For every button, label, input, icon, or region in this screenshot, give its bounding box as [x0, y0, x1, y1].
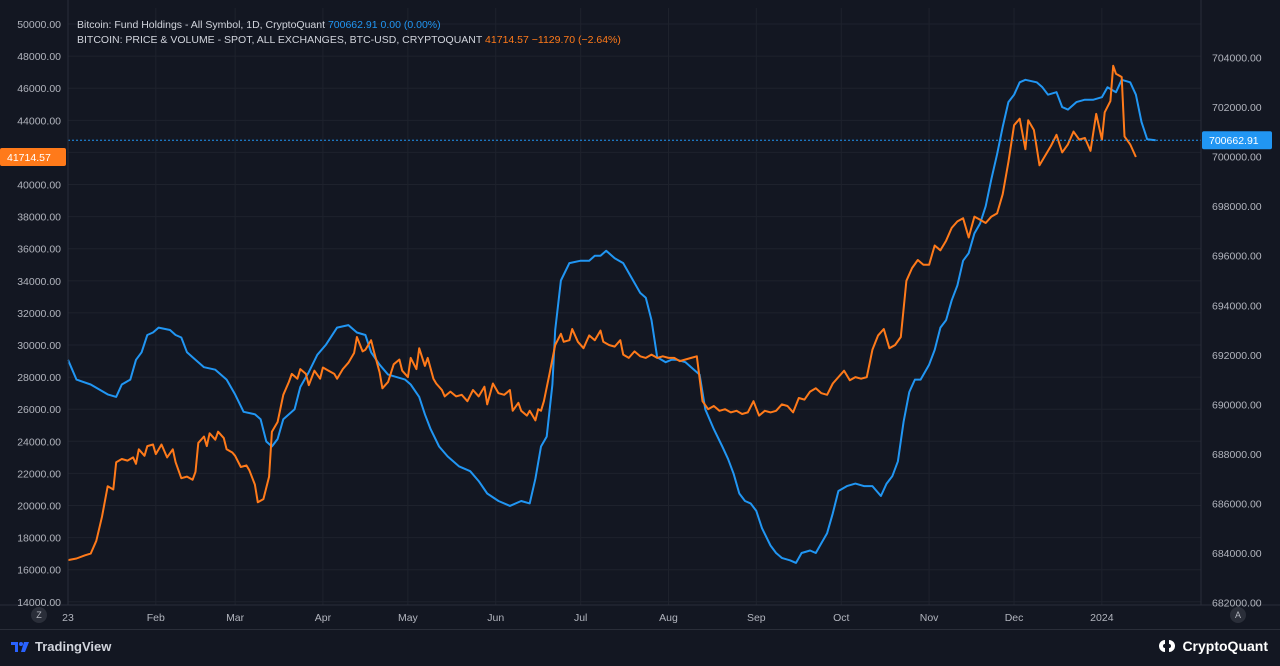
chart-legend: Bitcoin: Fund Holdings - All Symbol, 1D,… [77, 18, 621, 48]
cryptoquant-logo[interactable]: CryptoQuant [1158, 638, 1268, 654]
time-axis-tick-label: Feb [147, 612, 165, 624]
right-axis-tick-label: 698000.00 [1212, 201, 1262, 213]
legend-row-holdings[interactable]: Bitcoin: Fund Holdings - All Symbol, 1D,… [77, 18, 621, 33]
right-axis-tick-label: 696000.00 [1212, 251, 1262, 263]
right-axis-tick-label: 700000.00 [1212, 152, 1262, 164]
left-axis-tick-label: 26000.00 [17, 404, 61, 416]
time-axis-tick-label: Jun [487, 612, 504, 624]
right-axis-tick-label: 704000.00 [1212, 53, 1262, 65]
time-axis-tick-label: Dec [1005, 612, 1024, 624]
left-axis-tick-label: 36000.00 [17, 244, 61, 256]
holdings-last-value-label: 700662.91 [1209, 135, 1259, 147]
right-axis-tick-label: 684000.00 [1212, 548, 1262, 560]
auto-scale-button[interactable]: A [1230, 607, 1246, 623]
legend-holdings-value: 700662.91 [327, 19, 378, 31]
legend-price-value: 41714.57 [485, 34, 529, 46]
right-axis-tick-label: 686000.00 [1212, 498, 1262, 510]
left-axis-tick-label: 20000.00 [17, 501, 61, 513]
left-axis-tick-label: 22000.00 [17, 468, 61, 480]
time-axis-tick-label: Sep [747, 612, 766, 624]
time-axis-tick-label: Aug [659, 612, 678, 624]
left-axis-tick-label: 30000.00 [17, 340, 61, 352]
time-axis-tick-label: 23 [62, 612, 74, 624]
legend-holdings-name: Bitcoin: Fund Holdings - All Symbol, 1D,… [77, 19, 326, 31]
right-axis-tick-label: 682000.00 [1212, 598, 1262, 610]
price-last-value-badge [0, 148, 66, 167]
right-axis-tick-label: 688000.00 [1212, 449, 1262, 461]
fund-holdings-line[interactable] [67, 78, 1156, 564]
right-axis-tick-label: 702000.00 [1212, 102, 1262, 114]
timezone-button[interactable]: Z [31, 607, 47, 623]
left-axis-tick-label: 14000.00 [17, 597, 61, 609]
right-axis-tick-label: 690000.00 [1212, 399, 1262, 411]
time-axis-tick-label: May [398, 612, 419, 624]
left-axis-tick-label: 38000.00 [17, 212, 61, 224]
time-axis-tick-label: Oct [833, 612, 849, 624]
legend-price-change: −1129.70 (−2.64%) [531, 34, 621, 46]
left-axis-tick-label: 32000.00 [17, 308, 61, 320]
tradingview-label: TradingView [35, 639, 112, 654]
footer-bar: TradingView CryptoQuant [0, 629, 1280, 662]
btc-price-line[interactable] [67, 64, 1137, 562]
left-axis-tick-label: 46000.00 [17, 83, 61, 95]
price-last-value-label: 41714.57 [7, 152, 51, 164]
legend-price-name: BITCOIN: PRICE & VOLUME - SPOT, ALL EXCH… [77, 34, 483, 46]
holdings-last-value-badge [1202, 131, 1272, 150]
time-axis-tick-label: 2024 [1090, 612, 1114, 624]
right-axis-tick-label: 692000.00 [1212, 350, 1262, 362]
cryptoquant-icon [1159, 640, 1176, 652]
left-axis-tick-label: 48000.00 [17, 51, 61, 63]
time-axis-tick-label: Nov [920, 612, 939, 624]
tradingview-logo[interactable]: TradingView [10, 639, 111, 654]
left-axis-tick-label: 24000.00 [17, 436, 61, 448]
time-axis-tick-label: Jul [574, 612, 587, 624]
cryptoquant-label: CryptoQuant [1182, 638, 1268, 654]
tradingview-icon [11, 641, 29, 652]
left-axis-tick-label: 34000.00 [17, 276, 61, 288]
time-axis-tick-label: Apr [315, 612, 332, 624]
legend-row-price[interactable]: BITCOIN: PRICE & VOLUME - SPOT, ALL EXCH… [77, 33, 621, 48]
plot-area[interactable] [68, 8, 1201, 605]
left-axis-tick-label: 40000.00 [17, 180, 61, 192]
left-axis-tick-label: 16000.00 [17, 565, 61, 577]
legend-holdings-change: 0.00 (0.00%) [380, 19, 441, 31]
left-axis-tick-label: 44000.00 [17, 115, 61, 127]
right-axis-tick-label: 694000.00 [1212, 300, 1262, 312]
left-axis-tick-label: 28000.00 [17, 372, 61, 384]
left-axis-tick-label: 18000.00 [17, 533, 61, 545]
left-axis-tick-label: 50000.00 [17, 19, 61, 31]
time-axis-tick-label: Mar [226, 612, 245, 624]
